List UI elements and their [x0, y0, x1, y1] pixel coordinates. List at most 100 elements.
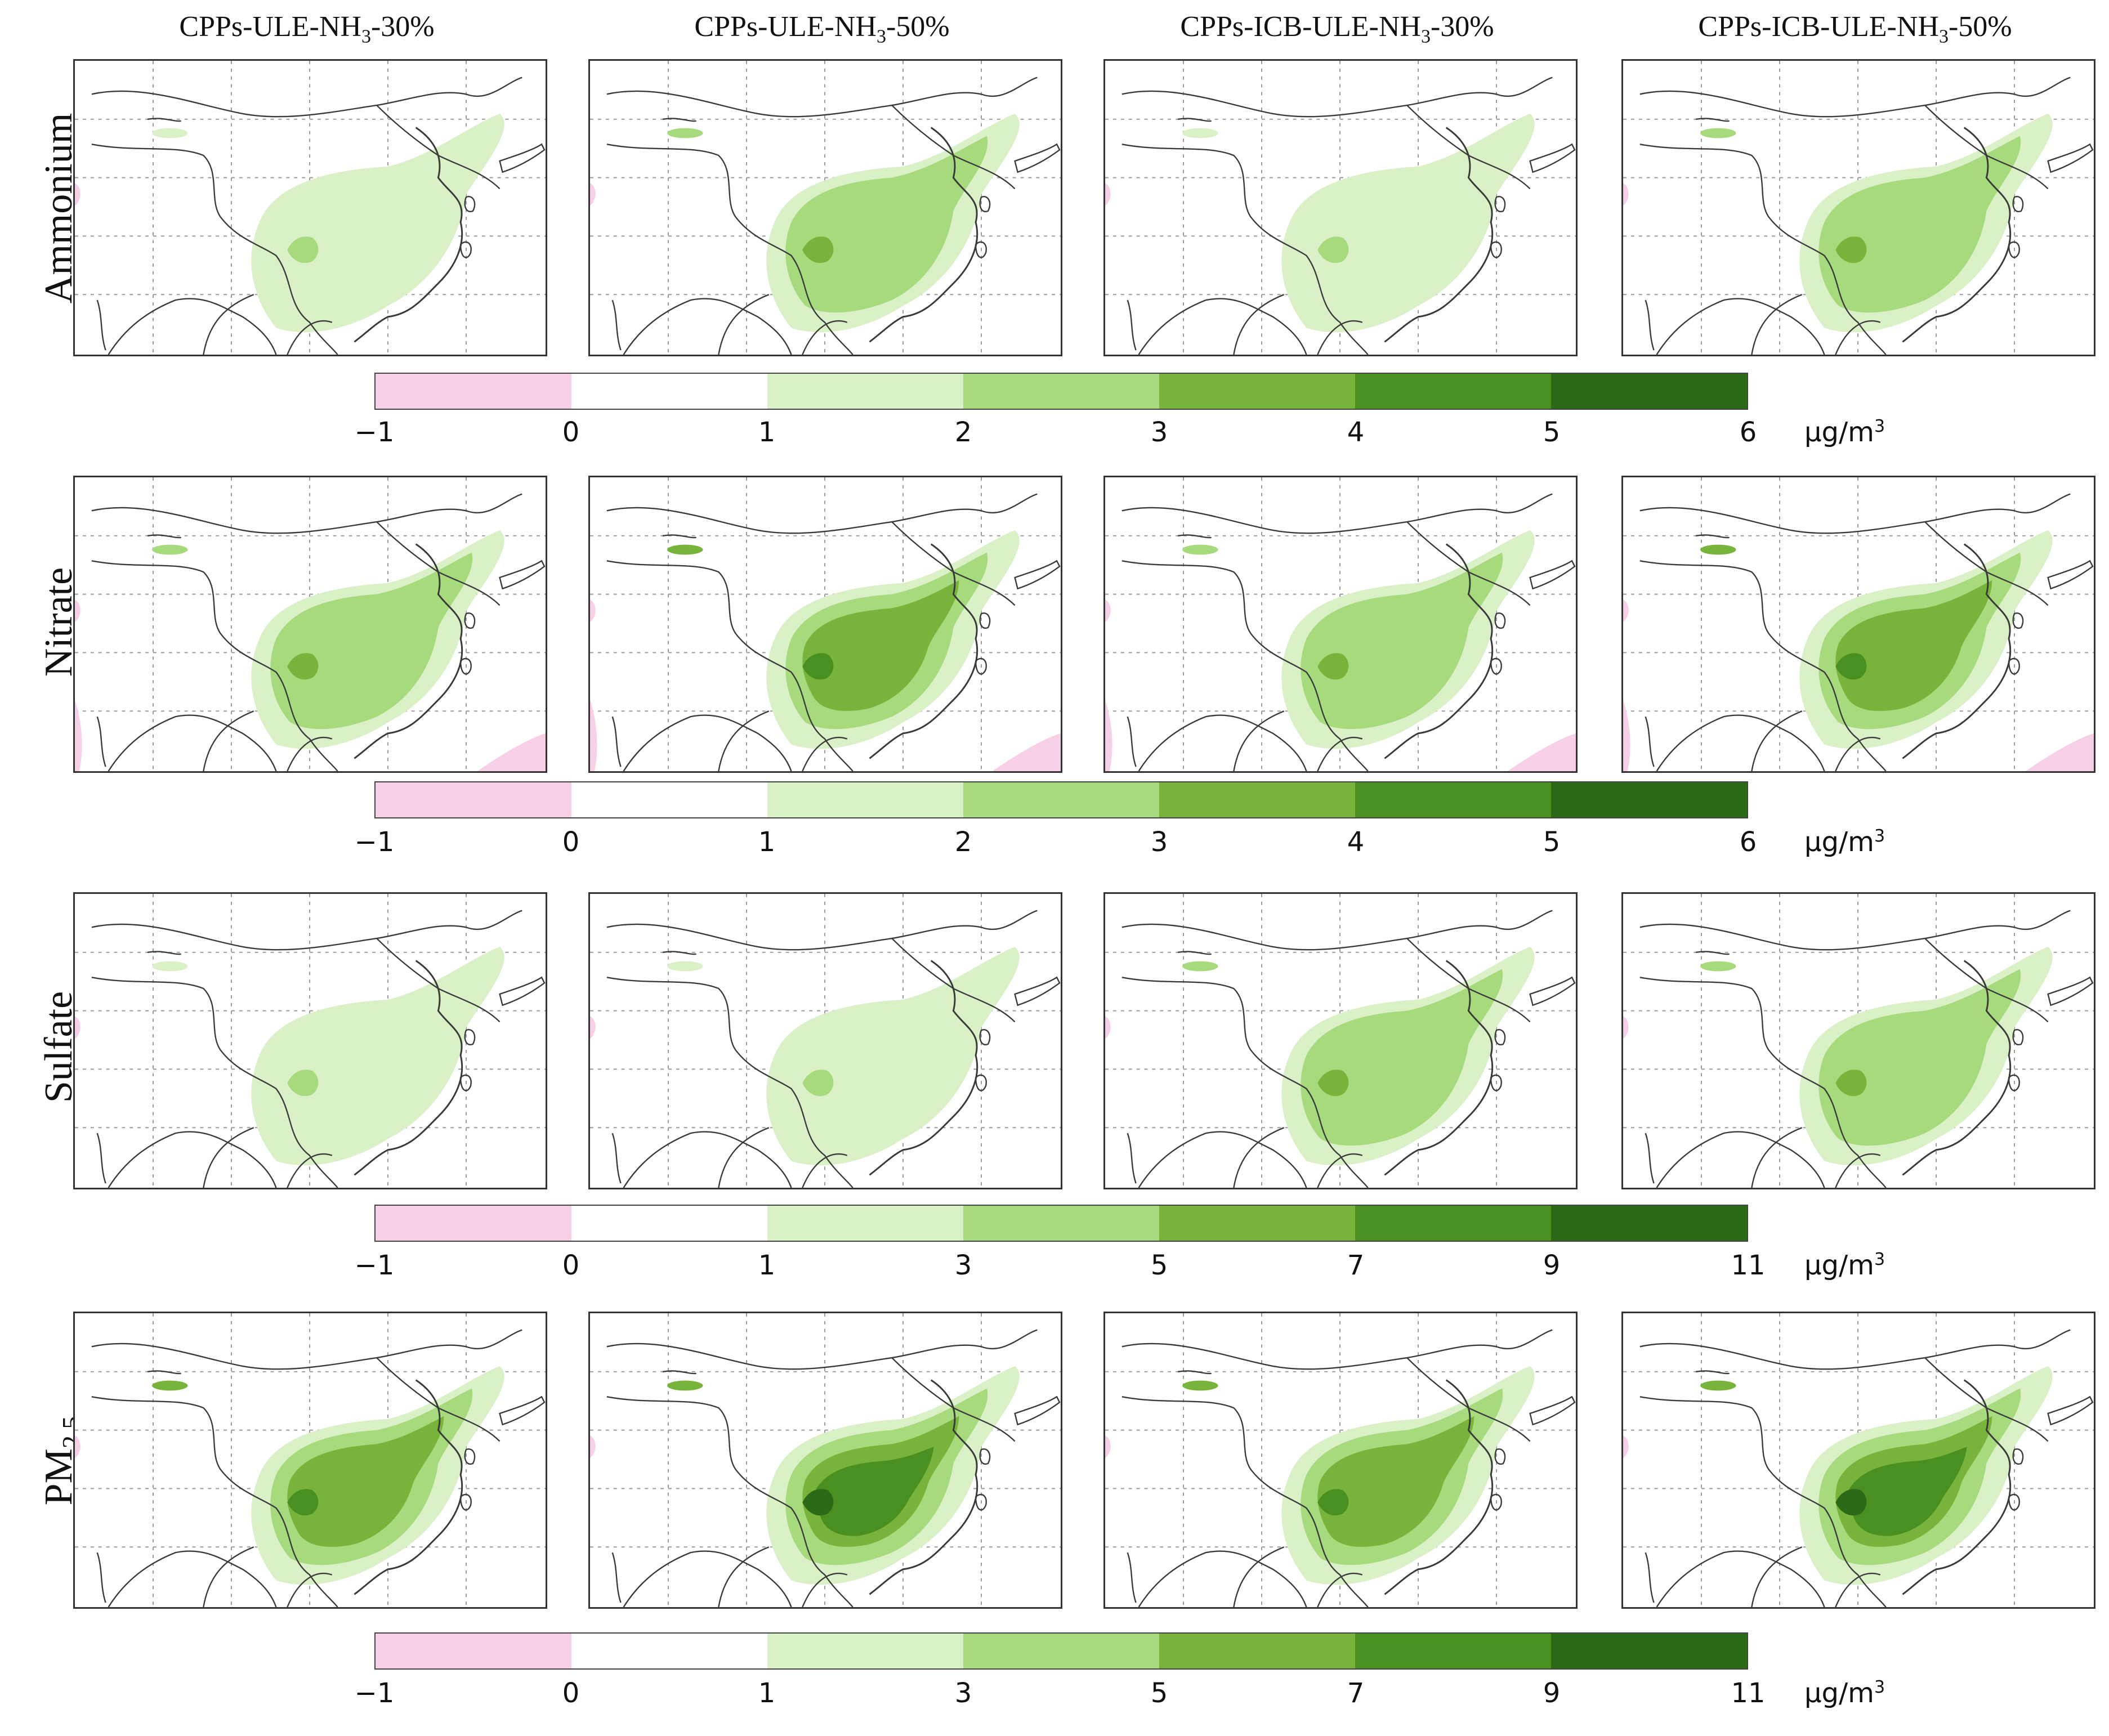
hotspot-sichuan	[802, 1489, 834, 1516]
colorbar-segment-1	[767, 1206, 963, 1241]
colorbar-unit: μg/m3	[1804, 417, 1885, 448]
map-panel-sulfate-3	[1103, 892, 1578, 1189]
coastline	[1902, 1379, 2012, 1595]
hotspot-sichuan	[802, 653, 834, 680]
colorbar-tick: −1	[354, 826, 395, 858]
colorbar-segment-1	[767, 374, 963, 409]
colorbar-segment-negative	[376, 1634, 571, 1668]
map-panel-pm25-4	[1621, 1312, 2095, 1609]
patch-northwest	[667, 544, 703, 555]
patch-northwest	[667, 961, 703, 972]
hotspot-sichuan	[1317, 236, 1349, 263]
map-panel-ammonium-3	[1103, 59, 1578, 356]
concentration-field	[1700, 530, 2053, 749]
negative-areas	[1105, 1016, 1111, 1039]
map-svg	[1623, 477, 2094, 771]
colorbar-tick: 3	[954, 1250, 972, 1281]
concentration-level-1	[1281, 113, 1535, 333]
boundary-lines	[1121, 1329, 1576, 1607]
map-svg	[75, 894, 546, 1188]
colorbar-nitrate	[374, 781, 1748, 818]
concentration-field	[1182, 1366, 1535, 1585]
colorbar-tick: 3	[1150, 826, 1168, 858]
hotspot-sichuan	[1835, 236, 1867, 263]
colorbar-tick: 9	[1543, 1250, 1561, 1281]
coastline	[869, 960, 978, 1176]
boundary-lines	[606, 77, 1061, 355]
colorbar-segment-zero	[571, 782, 767, 817]
concentration-level-3	[1317, 1416, 1474, 1547]
coastline	[869, 543, 978, 759]
colorbar-ammonium	[374, 373, 1748, 410]
colorbar-segment-2	[963, 1206, 1159, 1241]
concentration-level-4	[814, 1447, 934, 1536]
boundary-lines	[1121, 910, 1576, 1188]
map-svg	[1623, 1313, 2094, 1607]
negative-areas	[75, 1016, 81, 1039]
concentration-level-2	[1301, 969, 1503, 1146]
coastline	[1384, 543, 1494, 759]
patch-northwest	[1182, 128, 1218, 138]
patch-northwest	[1700, 128, 1736, 138]
coastline	[354, 127, 463, 343]
map-svg	[1105, 1313, 1576, 1607]
colorbar-segment-1	[767, 782, 963, 817]
map-svg	[1105, 477, 1576, 771]
boundary-lines	[91, 910, 546, 1188]
concentration-level-4	[1847, 1447, 1967, 1536]
concentration-field	[1182, 946, 1535, 1166]
colorbar-segment-5	[1551, 782, 1747, 817]
colorbar-segment-3	[1159, 374, 1355, 409]
colorbar-unit: μg/m3	[1804, 1677, 1885, 1709]
boundary-lines	[606, 1329, 1061, 1607]
colorbar-tick: 1	[758, 1677, 776, 1709]
column-title-1: CPPs-ULE-NH3-30%	[179, 11, 435, 47]
concentration-level-2	[270, 552, 473, 730]
hotspot-sichuan	[802, 1070, 834, 1097]
coastline	[354, 543, 463, 759]
map-panel-sulfate-2	[588, 892, 1062, 1189]
patch-northwest	[152, 128, 188, 138]
negative-areas	[590, 1435, 596, 1458]
patch-northwest	[667, 1380, 703, 1391]
colorbar-tick: −1	[354, 417, 395, 448]
patch-northwest	[1182, 1380, 1218, 1391]
colorbar-tick: 3	[1150, 417, 1168, 448]
concentration-level-3	[287, 1416, 444, 1547]
colorbar-tick: 1	[758, 417, 776, 448]
colorbar-tick: 5	[1543, 826, 1561, 858]
map-svg	[75, 61, 546, 355]
colorbar-segment-zero	[571, 1634, 767, 1668]
map-svg	[590, 894, 1061, 1188]
patch-northwest	[152, 544, 188, 555]
patch-northwest	[1700, 961, 1736, 972]
colorbar-sulfate	[374, 1205, 1748, 1242]
boundary-lines	[1639, 493, 2094, 771]
coastline	[1902, 543, 2012, 759]
colorbar-tick: 7	[1347, 1250, 1365, 1281]
concentration-field	[1182, 530, 1535, 749]
map-panel-pm25-2	[588, 1312, 1062, 1609]
patch-northwest	[1700, 1380, 1736, 1391]
map-panel-ammonium-2	[588, 59, 1062, 356]
map-panel-nitrate-4	[1621, 476, 2095, 773]
hotspot-sichuan	[1317, 653, 1349, 680]
concentration-field	[667, 530, 1020, 749]
colorbar-tick: 9	[1543, 1677, 1561, 1709]
colorbar-tick: 1	[758, 1250, 776, 1281]
map-panel-ammonium-4	[1621, 59, 2095, 356]
colorbar-segment-negative	[376, 1206, 571, 1241]
colorbar-tick: 5	[1543, 417, 1561, 448]
patch-northwest	[1182, 961, 1218, 972]
concentration-field	[152, 1366, 504, 1585]
colorbar-unit: μg/m3	[1804, 826, 1885, 858]
colorbar-segment-4	[1355, 1634, 1551, 1668]
map-panel-nitrate-2	[588, 476, 1062, 773]
negative-areas	[1623, 599, 2094, 771]
colorbar-tick: 2	[954, 826, 972, 858]
concentration-field	[667, 946, 1020, 1166]
colorbar-segment-zero	[571, 1206, 767, 1241]
colorbar-segment-4	[1355, 374, 1551, 409]
colorbar-tick: −1	[354, 1250, 395, 1281]
negative-areas	[1105, 599, 1576, 771]
